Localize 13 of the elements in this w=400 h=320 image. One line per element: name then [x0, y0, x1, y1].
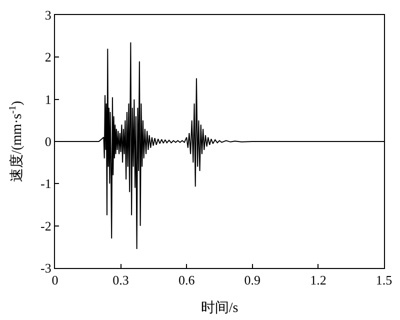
- y-tick-label: -2: [40, 218, 52, 234]
- y-tick-label: 2: [44, 50, 52, 65]
- x-tick-label: 0.9: [244, 272, 261, 288]
- y-tick-label: -3: [40, 260, 52, 276]
- x-tick-label: 0.3: [112, 272, 129, 288]
- y-tick-label: 3: [44, 8, 52, 23]
- x-tick-label: 0.6: [178, 272, 196, 288]
- x-tick-label: 1.2: [310, 272, 326, 288]
- y-tick-label: 1: [44, 92, 52, 107]
- y-tick-label: -1: [40, 176, 52, 192]
- y-tick-label: 0: [44, 134, 52, 150]
- x-axis-title: 时间/s: [200, 300, 238, 316]
- x-tick-label: 1.5: [376, 272, 392, 288]
